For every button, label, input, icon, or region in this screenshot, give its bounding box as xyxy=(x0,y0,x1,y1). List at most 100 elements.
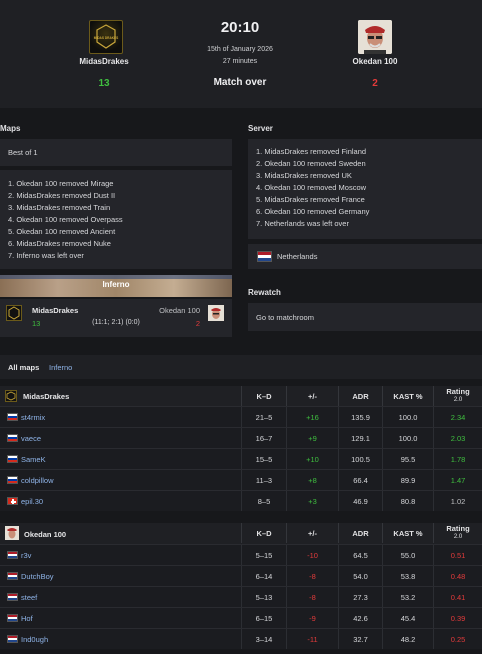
team1-score: 13 xyxy=(98,78,110,89)
player-adr: 100.5 xyxy=(338,449,382,469)
match-duration: 27 minutes xyxy=(222,58,258,65)
netherlands-flag-icon xyxy=(7,614,18,622)
map-result-box[interactable]: MidasDrakes 13 (11:1; 2:1) (0:0) Okedan … xyxy=(0,299,232,337)
player-kast: 53.2 xyxy=(382,587,433,607)
player-name[interactable]: Ind0ugh xyxy=(21,635,49,644)
server-title: Server xyxy=(248,124,273,133)
player-row: SameK 15–5 +10 100.5 95.5 1.78 xyxy=(0,448,482,469)
player-kast: 55.0 xyxy=(382,545,433,565)
player-rating: 0.48 xyxy=(433,566,482,586)
server-veto-box: 1. MidasDrakes removed Finland 2. Okedan… xyxy=(248,139,482,239)
player-rating: 0.25 xyxy=(433,629,482,649)
match-date: 15th of January 2026 xyxy=(207,46,273,53)
col-plus-minus: +/- xyxy=(286,386,338,406)
russia-flag-icon xyxy=(7,413,18,421)
player-adr: 27.3 xyxy=(338,587,382,607)
player-row: coldpillow 11–3 +8 66.4 89.9 1.47 xyxy=(0,469,482,490)
player-name[interactable]: steef xyxy=(21,593,38,602)
maps-veto-list: 1. Okedan 100 removed Mirage 2. MidasDra… xyxy=(8,178,123,262)
player-rating: 0.39 xyxy=(433,608,482,628)
maps-veto-item: 6. MidasDrakes removed Nuke xyxy=(8,239,111,248)
tab-all-maps[interactable]: All maps xyxy=(8,363,40,372)
team2-score: 2 xyxy=(372,78,378,89)
map-halves: (11:1; 2:1) (0:0) xyxy=(92,319,140,326)
player-plus-minus: +16 xyxy=(286,407,338,427)
player-kast: 80.8 xyxy=(382,491,433,511)
player-name[interactable]: SameK xyxy=(21,455,46,464)
team1-rows: st4rmix 21–5 +16 135.9 100.0 2.34 vaece 16–7 +9 1… xyxy=(0,406,482,511)
player-name[interactable]: st4rmix xyxy=(21,413,46,422)
player-name[interactable]: vaece xyxy=(21,434,42,443)
team2-table-name[interactable]: Okedan 100 xyxy=(24,530,67,539)
player-kd: 6–14 xyxy=(241,566,286,586)
player-rating: 2.03 xyxy=(433,428,482,448)
player-rating: 0.51 xyxy=(433,545,482,565)
team1-stats-header: MidasDrakes K–D +/- ADR KAST % Rating 2.… xyxy=(0,386,482,406)
player-rating: 1.02 xyxy=(433,491,482,511)
team2-table-logo xyxy=(5,526,19,540)
player-adr: 64.5 xyxy=(338,545,382,565)
match-status: Match over xyxy=(213,77,267,88)
player-row: epil.30 8–5 +3 46.9 80.8 1.02 xyxy=(0,490,482,511)
russia-flag-icon xyxy=(7,455,18,463)
player-kd: 3–14 xyxy=(241,629,286,649)
server-veto-item: 5. MidasDrakes removed France xyxy=(256,195,365,204)
player-row: vaece 16–7 +9 129.1 100.0 2.03 xyxy=(0,427,482,448)
player-kast: 100.0 xyxy=(382,428,433,448)
match-time: 20:10 xyxy=(220,19,260,36)
player-row: steef 5–13 -8 27.3 53.2 0.41 xyxy=(0,586,482,607)
player-kast: 100.0 xyxy=(382,407,433,427)
player-name[interactable]: DutchBoy xyxy=(21,572,54,581)
rewatch-box: Go to matchroom xyxy=(248,303,482,331)
netherlands-flag-icon xyxy=(7,572,18,580)
player-adr: 42.6 xyxy=(338,608,382,628)
maps-format: Best of 1 xyxy=(8,148,38,157)
player-name[interactable]: r3v xyxy=(21,551,32,560)
player-rating: 2.34 xyxy=(433,407,482,427)
team2-name[interactable]: Okedan 100 xyxy=(352,57,398,66)
player-kd: 15–5 xyxy=(241,449,286,469)
team1-name[interactable]: MidasDrakes xyxy=(79,57,129,66)
netherlands-flag-icon xyxy=(257,251,272,262)
player-kast: 95.5 xyxy=(382,449,433,469)
map-banner-name: Inferno xyxy=(102,280,130,289)
col-adr: ADR xyxy=(338,523,382,543)
team2-logo[interactable] xyxy=(358,20,392,54)
go-to-matchroom-link[interactable]: Go to matchroom xyxy=(256,313,314,322)
server-veto-item: 1. MidasDrakes removed Finland xyxy=(256,147,367,156)
maps-veto-item: 4. Okedan 100 removed Overpass xyxy=(8,215,123,224)
player-name[interactable]: epil.30 xyxy=(21,497,44,506)
player-row: st4rmix 21–5 +16 135.9 100.0 2.34 xyxy=(0,406,482,427)
player-kd: 5–13 xyxy=(241,587,286,607)
maps-veto-item: 5. Okedan 100 removed Ancient xyxy=(8,227,116,236)
player-kd: 21–5 xyxy=(241,407,286,427)
map-banner-inferno[interactable]: Inferno xyxy=(0,275,232,297)
team2-stats-table: Okedan 100 K–D +/- ADR KAST % Rating 2.0… xyxy=(0,523,482,649)
player-name[interactable]: coldpillow xyxy=(21,476,54,485)
team1-logo[interactable]: MIDAS DRAKES xyxy=(89,20,123,54)
col-rating-version: 2.0 xyxy=(453,397,463,403)
player-kd: 5–15 xyxy=(241,545,286,565)
netherlands-flag-icon xyxy=(7,593,18,601)
player-plus-minus: -10 xyxy=(286,545,338,565)
team1-stats-table: MidasDrakes K–D +/- ADR KAST % Rating 2.… xyxy=(0,386,482,511)
player-kd: 11–3 xyxy=(241,470,286,490)
col-kast: KAST % xyxy=(382,386,433,406)
tab-inferno[interactable]: Inferno xyxy=(49,363,73,372)
team1-table-logo xyxy=(5,390,17,402)
player-kd: 16–7 xyxy=(241,428,286,448)
team1-table-name[interactable]: MidasDrakes xyxy=(23,392,70,401)
player-adr: 135.9 xyxy=(338,407,382,427)
map-team1-logo xyxy=(6,305,22,321)
netherlands-flag-icon xyxy=(7,635,18,643)
player-adr: 32.7 xyxy=(338,629,382,649)
player-rating: 1.47 xyxy=(433,470,482,490)
player-rating: 0.41 xyxy=(433,587,482,607)
player-adr: 129.1 xyxy=(338,428,382,448)
maps-title: Maps xyxy=(0,124,21,133)
col-rating: Rating 2.0 xyxy=(433,386,482,406)
player-plus-minus: +9 xyxy=(286,428,338,448)
stats-tabs: All maps Inferno xyxy=(0,355,482,379)
col-kd: K–D xyxy=(241,386,286,406)
player-name[interactable]: Hof xyxy=(21,614,33,623)
